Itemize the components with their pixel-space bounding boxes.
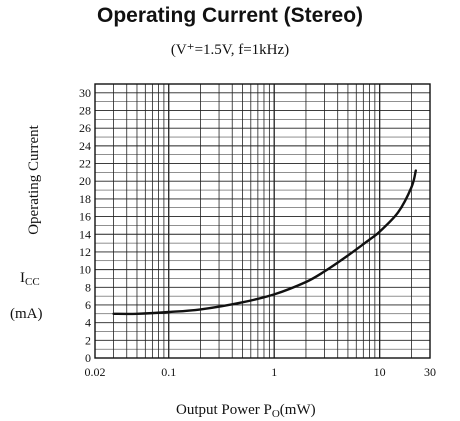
y-tick-label: 10 (79, 263, 91, 277)
y-tick-label: 24 (79, 139, 91, 153)
y-tick-label: 12 (79, 245, 91, 259)
y-tick-label: 22 (79, 157, 91, 171)
x-tick-label: 30 (424, 365, 436, 379)
chart-title: Operating Current (Stereo) (96, 4, 364, 27)
x-tick-label: 0.1 (161, 365, 176, 379)
grid (95, 83, 430, 359)
x-tick-label: 1 (271, 365, 277, 379)
y-tick-label: 28 (79, 104, 91, 118)
y-tick-label: 0 (85, 351, 91, 365)
y-tick-label: 2 (85, 333, 91, 347)
y-tick-label: 26 (79, 121, 91, 135)
x-tick-label: 10 (374, 365, 386, 379)
y-tick-label: 20 (79, 174, 91, 188)
y-axis-unit: (mA) (10, 306, 43, 322)
data-line (112, 169, 417, 316)
x-tick-label: 0.02 (85, 365, 106, 379)
y-tick-label: 16 (79, 210, 91, 224)
y-tick-label: 14 (79, 227, 91, 241)
y-axis-symbol: ICC (20, 270, 40, 288)
chart-subtitle: (V⁺=1.5V, f=1kHz) (170, 42, 290, 58)
plot-frame (94, 83, 431, 359)
x-axis-label: Output Power PO(mW) (176, 402, 316, 420)
y-tick-label: 30 (79, 86, 91, 100)
y-tick-label: 8 (85, 280, 91, 294)
y-tick-label: 4 (85, 316, 91, 330)
y-tick-label: 18 (79, 192, 91, 206)
y-tick-label: 6 (85, 298, 91, 312)
y-axis-label: Operating Current (26, 124, 42, 234)
